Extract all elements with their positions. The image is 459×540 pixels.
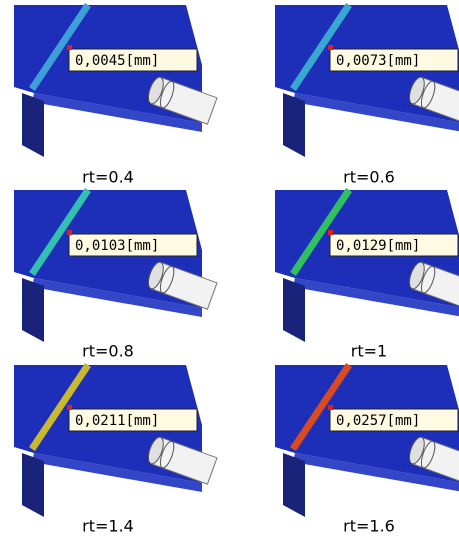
fin	[283, 453, 305, 517]
probe-dot	[67, 45, 72, 50]
probe-dot	[328, 230, 333, 235]
fin	[283, 93, 305, 157]
fin	[283, 278, 305, 342]
annotation: 0,0129[mm]	[336, 238, 420, 254]
figure: 0,0045[mm] rt=0.4 0,0073[mm] rt=0.6 0,0103[m…	[0, 0, 459, 540]
panel: 0,0103[mm]	[14, 190, 217, 342]
caption: rt=0.6	[343, 168, 395, 187]
panel: 0,0045[mm]	[14, 5, 217, 157]
probe-dot	[328, 45, 333, 50]
annotation: 0,0211[mm]	[75, 413, 159, 429]
annotation: 0,0103[mm]	[75, 238, 159, 254]
annotation: 0,0045[mm]	[75, 53, 159, 69]
panel: 0,0073[mm]	[275, 5, 459, 157]
caption: rt=1.6	[343, 517, 395, 536]
panel: 0,0211[mm]	[14, 365, 217, 517]
probe-dot	[67, 230, 72, 235]
caption: rt=1.4	[82, 517, 134, 536]
probe-dot	[67, 405, 72, 410]
caption: rt=0.4	[82, 168, 134, 187]
caption: rt=0.8	[82, 342, 134, 361]
fin	[22, 453, 44, 517]
annotation: 0,0073[mm]	[336, 53, 420, 69]
page: 0,0045[mm] rt=0.4 0,0073[mm] rt=0.6 0,0103[m…	[0, 0, 459, 540]
fin	[22, 93, 44, 157]
probe-dot	[328, 405, 333, 410]
panel: 0,0129[mm]	[275, 190, 459, 342]
panel: 0,0257[mm]	[275, 365, 459, 517]
fin	[22, 278, 44, 342]
caption: rt=1	[351, 342, 387, 361]
annotation: 0,0257[mm]	[336, 413, 420, 429]
